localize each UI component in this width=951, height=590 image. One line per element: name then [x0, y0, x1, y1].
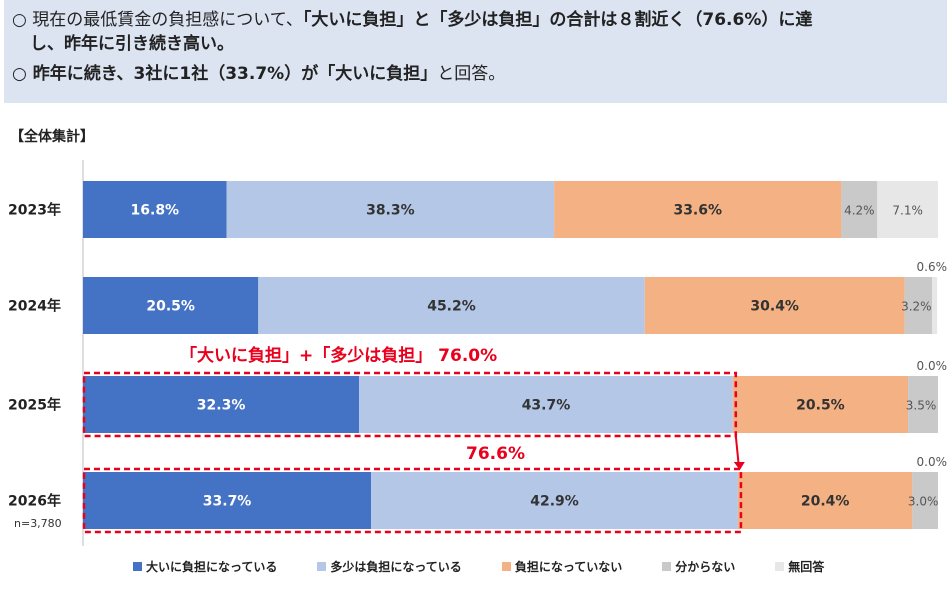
- legend-item: 多少は負担になっている: [317, 558, 462, 575]
- bar-segment: [371, 472, 738, 529]
- data-label: 30.4%: [750, 299, 799, 315]
- bar-segment: [83, 181, 227, 238]
- data-label: 20.4%: [801, 494, 850, 510]
- bar-segment: [732, 376, 909, 433]
- category-tick-label: 2025年: [8, 397, 61, 414]
- data-label: 20.5%: [796, 398, 845, 414]
- bar-segment: [841, 181, 878, 238]
- legend-swatch: [317, 562, 327, 571]
- sample-size-label: n=3,780: [14, 517, 62, 530]
- bar-segment: [83, 376, 360, 433]
- summary-line-1: ○ 現在の最低賃金の負担感について、「大いに負担」と「多少は負担」の合計は８割近…: [12, 8, 937, 32]
- legend-label: 多少は負担になっている: [330, 560, 462, 574]
- bar-segment: [83, 277, 259, 334]
- summary-bold-text: ○ 昨年に続き、3社に1社（33.7%）が「大いに負担」: [12, 64, 438, 84]
- legend-label: 分からない: [675, 560, 736, 574]
- legend-item: 負担になっていない: [501, 558, 623, 575]
- legend-item: 大いに負担になっている: [133, 558, 277, 575]
- arrow-line: [734, 435, 740, 467]
- data-label: 38.3%: [366, 203, 415, 219]
- bar-segment: [737, 472, 913, 529]
- legend-label: 無回答: [788, 560, 825, 574]
- highlight-box: [82, 371, 738, 438]
- legend-label: 負担になっていない: [514, 560, 623, 574]
- arrow-head: [733, 462, 745, 470]
- summary-line-2: し、昨年に引き続き高い。: [12, 32, 937, 56]
- legend-label: 大いに負担になっている: [146, 560, 278, 574]
- summary-box: ○ 現在の最低賃金の負担感について、「大いに負担」と「多少は負担」の合計は８割近…: [4, 0, 947, 103]
- summary-text: ○ 現在の最低賃金の負担感について、: [12, 10, 303, 30]
- data-label: 7.1%: [892, 204, 923, 218]
- legend-swatch: [662, 562, 672, 571]
- data-label: 0.6%: [917, 260, 948, 274]
- bar-segment: [226, 181, 555, 238]
- bar-segment: [258, 277, 645, 334]
- data-label: 0.0%: [917, 455, 948, 469]
- category-tick-label: 2023年: [8, 202, 61, 219]
- data-label: 0.0%: [917, 359, 948, 373]
- data-label: 43.7%: [522, 398, 571, 414]
- bar-segment: [904, 277, 933, 334]
- bar-segment: [359, 376, 733, 433]
- bar-segment: [644, 277, 905, 334]
- data-label: 33.6%: [673, 203, 722, 219]
- legend-item: 無回答: [775, 558, 824, 575]
- data-label: 45.2%: [427, 299, 476, 315]
- category-tick-label: 2024年: [8, 298, 61, 315]
- data-label: 3.0%: [908, 495, 939, 509]
- legend-swatch: [775, 562, 785, 571]
- data-label: 32.3%: [197, 398, 246, 414]
- data-label: 3.2%: [901, 300, 932, 314]
- legend-swatch: [133, 562, 142, 571]
- data-label: 16.8%: [131, 203, 180, 219]
- summary-bold-text: 「大いに負担」と「多少は負担」の合計は８割近く（76.6%）に達: [302, 10, 813, 30]
- section-label: 【全体集計】: [10, 129, 94, 145]
- bar-segment: [912, 472, 938, 529]
- summary-line-3: ○ 昨年に続き、3社に1社（33.7%）が「大いに負担」と回答。: [12, 62, 937, 86]
- data-label: 33.7%: [203, 494, 252, 510]
- category-tick-label: 2026年: [8, 493, 61, 510]
- data-label: 20.5%: [146, 299, 195, 315]
- summary-text: と回答。: [437, 64, 506, 84]
- data-label: 3.5%: [906, 399, 937, 413]
- bar-segment: [908, 376, 938, 433]
- annotation-label: 76.6%: [466, 444, 525, 464]
- bar-segment: [932, 277, 938, 334]
- bar-segment: [877, 181, 938, 238]
- annotation-label: 「大いに負担」+「多少は負担」 76.0%: [180, 345, 497, 366]
- bar-segment: [554, 181, 842, 238]
- data-label: 4.2%: [844, 204, 875, 218]
- data-label: 42.9%: [530, 494, 579, 510]
- bar-segment: [83, 472, 372, 529]
- legend-item: 分からない: [662, 558, 735, 575]
- legend-swatch: [501, 562, 511, 571]
- summary-bold-text: し、昨年に引き続き高い。: [30, 34, 234, 54]
- chart-legend: 大いに負担になっている 多少は負担になっている 負担になっていない 分からない 無回答: [133, 558, 864, 575]
